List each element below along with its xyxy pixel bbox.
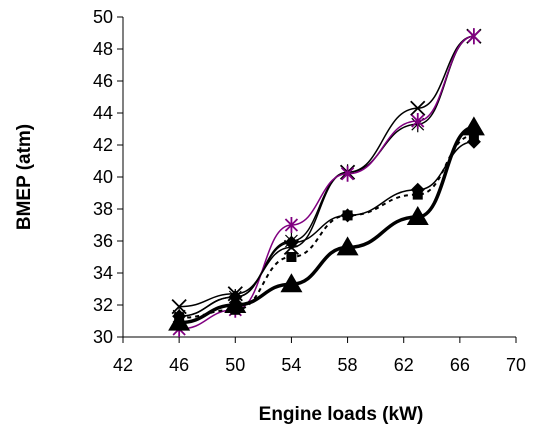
x-tick-label: 70 bbox=[506, 355, 526, 375]
y-tick-label: 30 bbox=[93, 327, 113, 347]
x-tick-label: 50 bbox=[225, 355, 245, 375]
data-point bbox=[406, 206, 429, 225]
y-tick-label: 40 bbox=[93, 167, 113, 187]
series-plus bbox=[172, 28, 481, 325]
data-point bbox=[284, 235, 299, 250]
x-tick-label: 42 bbox=[113, 355, 133, 375]
data-point bbox=[224, 294, 247, 313]
data-point bbox=[286, 252, 297, 262]
data-point bbox=[410, 100, 426, 116]
series-triangle bbox=[168, 116, 485, 331]
data-point bbox=[462, 116, 485, 136]
data-point bbox=[411, 113, 425, 129]
x-tick-label: 66 bbox=[450, 355, 470, 375]
data-point bbox=[412, 189, 423, 200]
x-tick-labels: 42 46 50 54 58 62 66 70 bbox=[113, 355, 526, 375]
series-diamond bbox=[172, 134, 481, 324]
axes bbox=[117, 16, 517, 343]
y-tick-label: 36 bbox=[93, 231, 113, 251]
y-tick-label: 50 bbox=[93, 7, 113, 27]
x-tick-label: 54 bbox=[281, 355, 301, 375]
series-line bbox=[179, 134, 475, 319]
y-tick-label: 42 bbox=[93, 135, 113, 155]
y-tick-label: 34 bbox=[93, 263, 113, 283]
data-point bbox=[467, 28, 481, 45]
data-point bbox=[168, 311, 191, 331]
y-tick-label: 32 bbox=[93, 295, 113, 315]
y-axis-title: BMEP (atm) bbox=[14, 124, 35, 230]
series-line bbox=[179, 35, 474, 317]
data-point bbox=[340, 165, 355, 182]
x-tick-label: 58 bbox=[338, 355, 358, 375]
x-tick-label: 46 bbox=[169, 355, 189, 375]
y-tick-label: 44 bbox=[93, 103, 113, 123]
series-square bbox=[174, 130, 479, 323]
y-tick-labels: 30 32 34 36 38 40 42 44 46 48 50 bbox=[93, 7, 113, 347]
y-tick-label: 46 bbox=[93, 71, 113, 91]
data-point bbox=[284, 217, 299, 233]
y-tick-label: 38 bbox=[93, 199, 113, 219]
series-x bbox=[171, 28, 482, 315]
series-line bbox=[179, 35, 474, 308]
x-tick-label: 62 bbox=[394, 355, 414, 375]
x-axis-title: Engine loads (kW) bbox=[259, 404, 424, 425]
series-layer bbox=[168, 28, 485, 337]
series-line bbox=[179, 35, 474, 330]
data-point bbox=[336, 236, 359, 256]
data-point bbox=[280, 273, 303, 293]
y-tick-label: 48 bbox=[93, 39, 113, 59]
data-point bbox=[342, 210, 353, 221]
series-line bbox=[179, 141, 474, 317]
